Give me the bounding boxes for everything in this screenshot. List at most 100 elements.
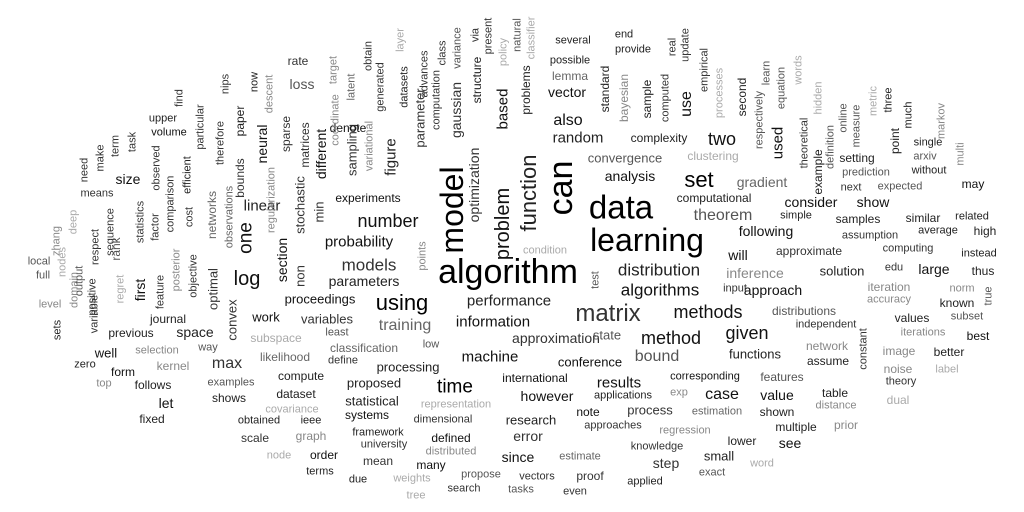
cloud-word: different <box>313 128 329 180</box>
cloud-word: comparison <box>164 175 177 233</box>
cloud-word: state <box>592 327 622 343</box>
cloud-word: denote <box>329 121 367 135</box>
cloud-word: non <box>292 265 308 287</box>
cloud-word: set <box>684 167 714 192</box>
cloud-word: show <box>856 194 890 210</box>
cloud-word: respect <box>89 228 102 266</box>
cloud-word: weights <box>393 472 431 485</box>
cloud-word: input <box>723 282 747 295</box>
cloud-word: similar <box>905 211 941 225</box>
cloud-word: define <box>328 354 358 367</box>
cloud-word: hidden <box>812 81 825 115</box>
cloud-word: problems <box>519 65 533 115</box>
cloud-word: theoretical <box>798 117 811 169</box>
cloud-word: neural <box>254 124 270 164</box>
cloud-word: true <box>982 286 995 306</box>
cloud-word: norm <box>949 282 975 295</box>
cloud-word: matrix <box>575 300 641 327</box>
cloud-word: online <box>837 103 850 133</box>
cloud-word: algorithms <box>620 280 700 300</box>
cloud-word: algorithm <box>438 253 578 291</box>
cloud-word: next <box>840 181 862 194</box>
cloud-word: words <box>792 55 805 85</box>
cloud-word: propose <box>461 468 501 481</box>
cloud-word: time <box>437 376 473 398</box>
cloud-word: means <box>80 187 114 200</box>
cloud-word: sample <box>640 79 654 119</box>
cloud-word: work <box>252 309 280 325</box>
cloud-word: obtain <box>362 41 375 71</box>
cloud-word: constant <box>857 328 870 370</box>
cloud-word: kernel <box>156 359 190 373</box>
cloud-word: proof <box>576 469 604 483</box>
cloud-word: approximate <box>775 244 843 258</box>
cloud-word: test <box>589 271 602 289</box>
cloud-word: better <box>933 345 965 359</box>
cloud-word: solution <box>819 263 865 279</box>
cloud-word: output <box>73 265 86 297</box>
cloud-word: will <box>728 247 748 263</box>
cloud-word: results <box>596 374 642 392</box>
cloud-word: respectively <box>753 90 766 150</box>
cloud-word: assumption <box>841 229 899 242</box>
cloud-word: end <box>614 28 634 41</box>
cloud-word: size <box>115 171 141 187</box>
cloud-word: use <box>678 91 695 117</box>
cloud-word: shown <box>759 405 795 419</box>
cloud-word: distributions <box>771 304 837 318</box>
cloud-word: independent <box>795 318 857 331</box>
cloud-word: high <box>973 224 997 238</box>
cloud-word: optimization <box>466 147 482 223</box>
cloud-word: consider <box>784 194 838 210</box>
cloud-word: need <box>78 157 91 183</box>
cloud-word: complexity <box>630 131 688 145</box>
cloud-word: performance <box>466 292 552 310</box>
cloud-word: machine <box>461 348 519 366</box>
cloud-word: dual <box>886 393 910 407</box>
cloud-word: probability <box>324 233 394 251</box>
cloud-word: many <box>416 458 446 472</box>
cloud-word: layer <box>394 28 407 52</box>
cloud-word: single <box>913 136 943 149</box>
cloud-word: target <box>327 55 340 85</box>
cloud-word: see <box>778 435 802 451</box>
cloud-word: applications <box>593 389 653 402</box>
cloud-word: metric <box>867 86 880 116</box>
cloud-word: functions <box>728 346 782 362</box>
cloud-word: condition <box>522 244 568 257</box>
cloud-word: number <box>357 211 419 231</box>
cloud-word: stochastic <box>292 176 308 234</box>
cloud-word: classification <box>329 341 399 355</box>
cloud-word: well <box>94 345 118 361</box>
cloud-word: applied <box>627 475 663 488</box>
cloud-word: learn <box>760 60 773 86</box>
cloud-word: since <box>501 449 535 465</box>
cloud-word: approaches <box>584 419 642 432</box>
cloud-word: search <box>447 482 481 495</box>
cloud-word: therefore <box>214 120 227 166</box>
cloud-word: analysis <box>604 168 656 184</box>
cloud-word: upper <box>148 112 178 125</box>
cloud-word: distribution <box>617 260 701 280</box>
cloud-word: model <box>434 166 470 254</box>
cloud-word: parameters <box>328 273 400 289</box>
cloud-word: multi <box>954 142 967 166</box>
cloud-word: make <box>94 144 107 172</box>
cloud-word: particular <box>194 104 207 150</box>
cloud-word: iterations <box>900 326 946 339</box>
cloud-word: optimal <box>205 268 221 310</box>
cloud-word: points <box>416 241 429 271</box>
cloud-word: examples <box>207 376 255 389</box>
cloud-word: node <box>266 449 292 462</box>
cloud-word: best <box>966 329 990 343</box>
cloud-word: task <box>126 131 139 153</box>
cloud-word: systems <box>344 408 390 422</box>
cloud-word: least <box>325 326 349 339</box>
cloud-word: equation <box>775 66 788 110</box>
cloud-word: prediction <box>842 166 890 179</box>
cloud-word: low <box>422 338 440 351</box>
cloud-word: loss <box>289 76 315 92</box>
cloud-word: standard <box>598 65 612 113</box>
cloud-word: observations <box>223 185 236 249</box>
cloud-word: likelihood <box>259 350 311 364</box>
